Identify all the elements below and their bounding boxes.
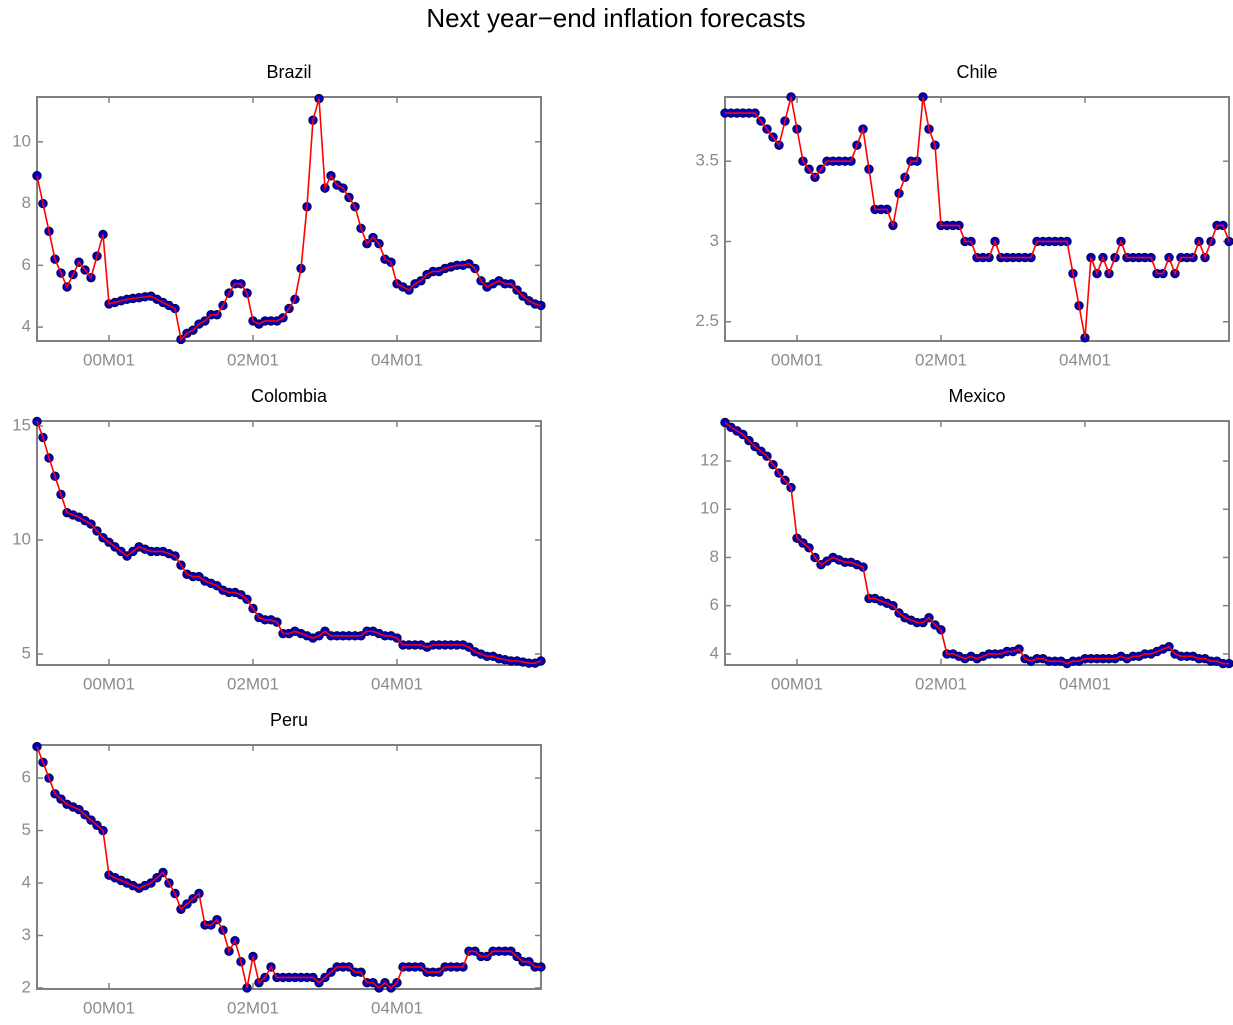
panel-title: Chile xyxy=(956,62,997,82)
x-tick-label: 04M01 xyxy=(371,998,423,1017)
y-tick-label: 6 xyxy=(22,255,31,274)
x-tick-label: 02M01 xyxy=(915,350,967,369)
y-tick-label: 6 xyxy=(710,595,719,614)
y-tick-label: 4 xyxy=(710,643,719,662)
marker xyxy=(32,171,42,181)
x-tick-label: 04M01 xyxy=(1059,350,1111,369)
x-tick-label: 00M01 xyxy=(83,350,135,369)
series-line xyxy=(724,421,1229,665)
x-tick-label: 00M01 xyxy=(83,674,135,693)
y-tick-label: 4 xyxy=(22,317,31,336)
panel-title: Colombia xyxy=(251,386,328,406)
y-tick-label: 12 xyxy=(700,451,719,470)
series-line xyxy=(725,96,1230,338)
plot-area xyxy=(36,420,542,666)
x-tick-label: 00M01 xyxy=(771,350,823,369)
y-tick-label: 6 xyxy=(22,768,31,787)
y-tick-label: 15 xyxy=(12,416,31,435)
marker xyxy=(32,416,42,427)
panel-title: Mexico xyxy=(948,386,1005,406)
x-tick-label: 04M01 xyxy=(1059,674,1111,693)
y-tick-label: 5 xyxy=(22,644,31,663)
x-tick-label: 02M01 xyxy=(227,674,279,693)
plot-area xyxy=(36,744,542,990)
x-tick-label: 02M01 xyxy=(227,998,279,1017)
y-tick-label: 8 xyxy=(710,547,719,566)
y-tick-label: 3 xyxy=(710,231,719,250)
x-tick-label: 00M01 xyxy=(83,998,135,1017)
y-tick-label: 5 xyxy=(22,820,31,839)
x-tick-label: 04M01 xyxy=(371,674,423,693)
panel-title: Peru xyxy=(270,710,308,730)
series-line xyxy=(36,746,541,990)
y-tick-label: 2 xyxy=(22,977,31,996)
y-tick-label: 4 xyxy=(22,872,31,891)
panel-title: Brazil xyxy=(266,62,311,82)
series-line xyxy=(36,421,542,664)
y-tick-label: 8 xyxy=(22,193,31,212)
y-tick-label: 10 xyxy=(12,530,31,549)
marker xyxy=(536,300,546,311)
y-tick-label: 2.5 xyxy=(695,311,719,330)
figure-title: Next year−end inflation forecasts xyxy=(426,3,805,33)
x-tick-label: 02M01 xyxy=(915,674,967,693)
x-tick-label: 02M01 xyxy=(227,350,279,369)
y-tick-label: 3.5 xyxy=(695,151,719,170)
series-line xyxy=(36,98,542,342)
marker xyxy=(536,656,546,666)
x-tick-label: 00M01 xyxy=(771,674,823,693)
x-tick-label: 04M01 xyxy=(371,350,423,369)
y-tick-label: 10 xyxy=(700,499,719,518)
plot-area xyxy=(724,96,1230,342)
plot-area xyxy=(724,420,1230,666)
y-tick-label: 3 xyxy=(22,925,31,944)
y-tick-label: 10 xyxy=(12,131,31,150)
